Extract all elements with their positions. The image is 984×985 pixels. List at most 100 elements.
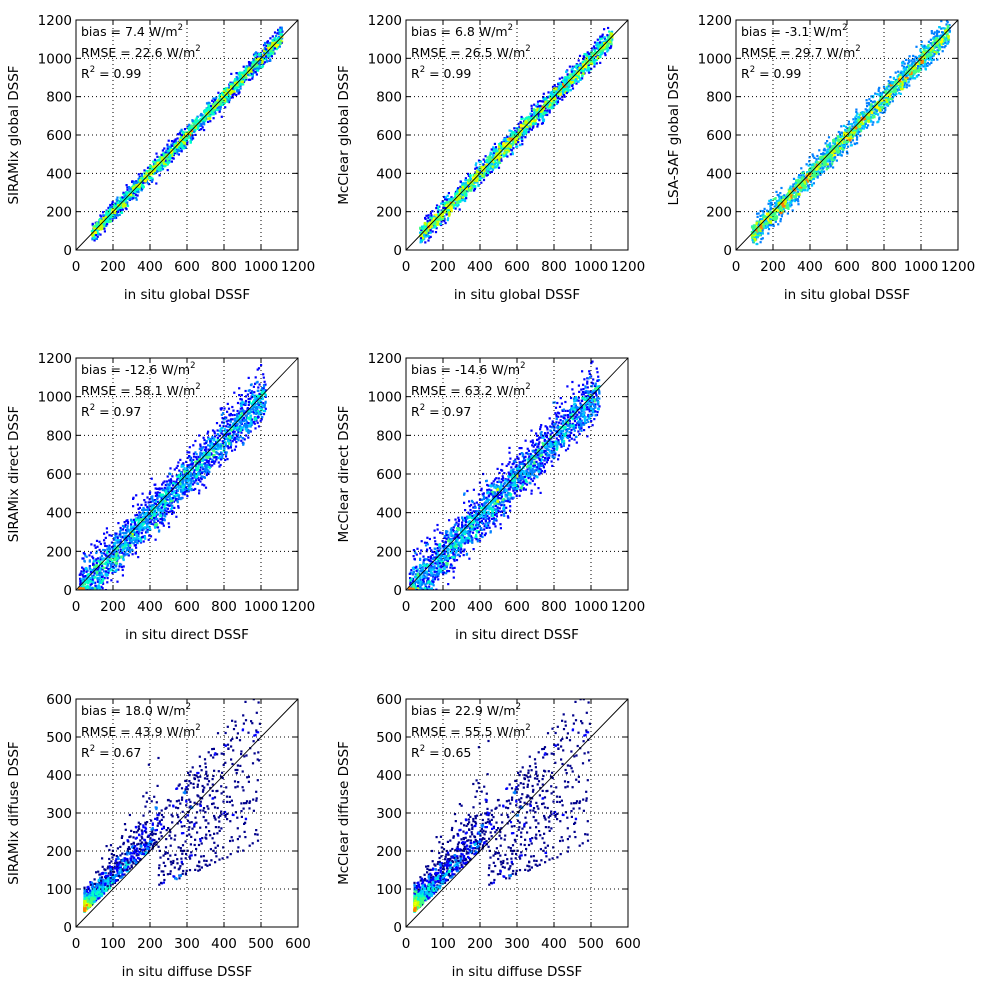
density-point: [431, 230, 434, 233]
density-point: [113, 209, 116, 212]
density-point: [609, 39, 612, 42]
density-point: [128, 187, 131, 190]
density-point: [492, 153, 495, 157]
density-point: [582, 56, 586, 59]
density-point: [105, 213, 108, 216]
density-point: [517, 137, 520, 140]
density-point: [148, 168, 151, 171]
density-point: [111, 208, 114, 211]
density-point: [541, 122, 544, 125]
density-point: [199, 122, 202, 126]
density-point: [586, 51, 589, 54]
density-point: [168, 153, 171, 157]
density-point: [196, 124, 200, 127]
density-point: [533, 103, 536, 106]
density-point: [176, 133, 179, 136]
density-point: [253, 60, 256, 64]
density-point: [942, 41, 945, 44]
density-point: [550, 91, 553, 94]
density-point: [604, 44, 607, 47]
density-point: [568, 85, 571, 89]
density-point: [787, 188, 790, 191]
density-point: [429, 215, 432, 218]
density-point: [514, 134, 517, 137]
density-point: [774, 202, 777, 205]
density-point: [585, 58, 588, 62]
density-point: [102, 211, 105, 214]
density-point: [521, 139, 524, 143]
density-point: [237, 92, 240, 95]
density-point: [119, 206, 122, 209]
density-point: [492, 151, 495, 155]
density-point: [430, 217, 433, 221]
density-point: [154, 162, 157, 165]
density-point: [522, 128, 525, 131]
density-point: [160, 159, 163, 162]
density-point: [554, 92, 557, 95]
density-point: [533, 112, 536, 115]
density-point: [486, 156, 489, 159]
density-point: [908, 55, 911, 58]
x-tick-label: 400: [467, 259, 493, 275]
density-point: [94, 224, 97, 227]
density-point: [469, 174, 472, 177]
density-point: [442, 208, 445, 211]
density-point: [167, 161, 170, 164]
density-point: [91, 234, 94, 237]
density-point: [485, 169, 488, 172]
density-point: [172, 157, 175, 160]
density-point: [581, 74, 584, 77]
density-point: [207, 107, 210, 110]
density-point: [174, 138, 177, 141]
density-point: [494, 149, 497, 152]
density-point: [276, 32, 279, 35]
density-point: [255, 59, 258, 62]
density-point: [176, 151, 179, 154]
density-point: [489, 171, 492, 174]
density-point: [427, 226, 431, 229]
density-point: [435, 227, 438, 230]
density-point: [600, 37, 603, 40]
density-point: [153, 166, 156, 169]
density-point: [146, 173, 149, 177]
density-point: [207, 101, 210, 104]
density-point: [251, 75, 254, 78]
density-point: [572, 77, 575, 80]
density-point: [253, 65, 256, 68]
density-point: [227, 99, 230, 102]
density-point: [114, 214, 118, 217]
density-point: [216, 103, 219, 106]
density-point: [275, 48, 278, 51]
density-point: [111, 202, 114, 205]
density-point: [494, 146, 498, 149]
density-point: [878, 94, 881, 97]
density-point: [156, 169, 159, 173]
density-point: [606, 34, 609, 37]
density-point: [441, 200, 444, 203]
density-point: [427, 228, 430, 231]
density-point: [490, 148, 493, 151]
density-point: [100, 218, 103, 221]
density-point: [275, 45, 278, 48]
density-point: [130, 198, 133, 201]
density-point: [126, 196, 129, 200]
density-point: [596, 57, 599, 60]
density-point: [234, 79, 237, 82]
density-point: [154, 164, 157, 167]
density-point: [835, 159, 838, 162]
density-point: [536, 125, 539, 128]
density-point: [138, 188, 141, 191]
density-point: [474, 179, 477, 183]
density-point: [214, 112, 217, 115]
density-point: [526, 116, 529, 119]
density-point: [119, 209, 122, 212]
density-point: [438, 222, 441, 225]
density-point: [467, 189, 470, 192]
density-point: [225, 99, 228, 102]
density-point: [541, 119, 545, 122]
density-point: [509, 132, 512, 136]
density-point: [136, 194, 139, 197]
density-point: [603, 48, 606, 51]
density-point: [188, 125, 191, 129]
density-point: [510, 132, 514, 135]
